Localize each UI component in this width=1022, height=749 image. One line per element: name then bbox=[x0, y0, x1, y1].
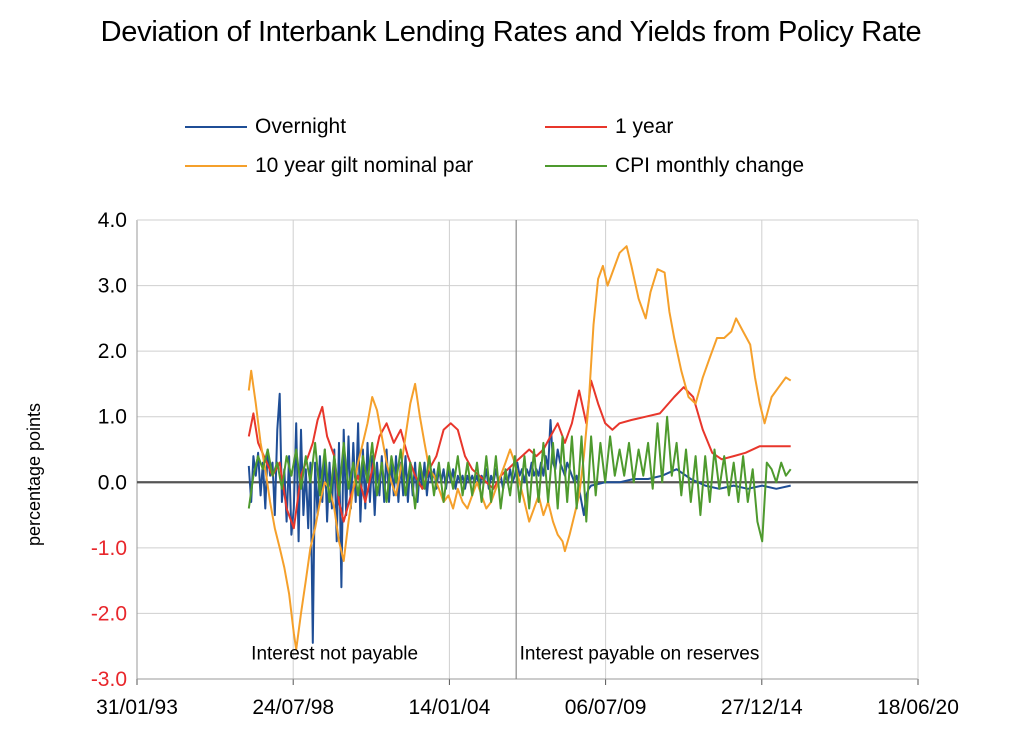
x-tick-label: 18/06/20 bbox=[877, 696, 959, 719]
y-tick-label: 2.0 bbox=[98, 340, 127, 363]
legend-swatch-cpi bbox=[545, 165, 607, 167]
legend-item-1-year: 1 year bbox=[545, 115, 673, 139]
x-tick-label: 24/07/98 bbox=[252, 696, 334, 719]
x-tick-label: 14/01/04 bbox=[409, 696, 491, 719]
grid-layer bbox=[136, 219, 919, 680]
legend-label-overnight: Overnight bbox=[255, 115, 347, 138]
legend-item-10-year-gilt: 10 year gilt nominal par bbox=[185, 154, 473, 178]
series-line-3 bbox=[247, 415, 792, 543]
legend-swatch-1-year bbox=[545, 126, 607, 128]
annotation-text-1: Interest payable on reserves bbox=[520, 643, 760, 664]
x-tick-label: 31/01/93 bbox=[96, 696, 178, 719]
y-tick-label: 1.0 bbox=[98, 406, 127, 429]
legend-label-1-year: 1 year bbox=[615, 115, 674, 138]
series-layer bbox=[247, 245, 792, 651]
legend-label-10-year-gilt: 10 year gilt nominal par bbox=[255, 154, 474, 177]
legend-swatch-10-year-gilt bbox=[185, 165, 247, 167]
legend-label-cpi: CPI monthly change bbox=[615, 154, 805, 177]
axis-layer bbox=[136, 219, 919, 685]
legend-swatch-overnight bbox=[185, 126, 247, 128]
series-line-0 bbox=[247, 392, 791, 644]
y-tick-label: -3.0 bbox=[91, 668, 127, 691]
series-line-1 bbox=[247, 379, 791, 530]
x-tick-label: 06/07/09 bbox=[565, 696, 647, 719]
chart-title: Deviation of Interbank Lending Rates and… bbox=[100, 16, 922, 48]
x-tick-label: 27/12/14 bbox=[721, 696, 803, 719]
y-tick-label: 0.0 bbox=[98, 471, 127, 494]
legend-item-cpi: CPI monthly change bbox=[545, 154, 804, 178]
label-layer: 4.0 3.0 2.0 1.0 0.0 -1.0 -2.0 -3.0 31/01/93 24/07… bbox=[24, 209, 959, 719]
y-tick-label: 4.0 bbox=[98, 209, 127, 232]
y-axis-label: percentage points bbox=[24, 403, 44, 546]
y-tick-label: -1.0 bbox=[91, 537, 127, 560]
y-tick-label: -2.0 bbox=[91, 602, 127, 625]
annotation-text-0: Interest not payable bbox=[251, 643, 418, 664]
y-tick-label: 3.0 bbox=[98, 275, 127, 298]
legend-item-overnight: Overnight bbox=[185, 115, 346, 139]
